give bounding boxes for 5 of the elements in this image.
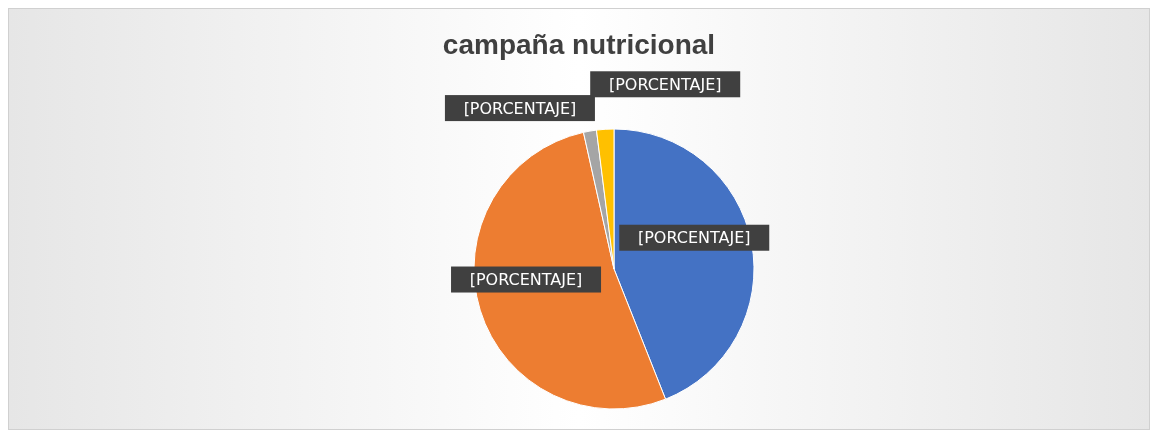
chart-title: campaña nutricional (441, 29, 717, 61)
data-label: [PORCENTAJE] (463, 98, 577, 118)
data-label: [PORCENTAJE] (469, 270, 583, 290)
data-label: [PORCENTAJE] (637, 228, 751, 248)
data-label: [PORCENTAJE] (608, 74, 722, 94)
